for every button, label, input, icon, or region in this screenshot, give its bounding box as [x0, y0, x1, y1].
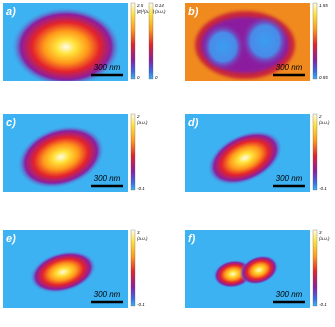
- scale-bar-label: 300 nm: [94, 290, 121, 299]
- heatmap: [3, 230, 128, 308]
- scale-bar-label: 300 nm: [276, 290, 303, 299]
- colorbar-bottom: -0.1: [319, 302, 327, 307]
- panel-label: f): [188, 233, 196, 245]
- colorbar: [130, 2, 136, 80]
- panel-label: a): [6, 6, 16, 18]
- panel-label: d): [188, 117, 199, 129]
- scale-bar-label: 300 nm: [276, 63, 303, 72]
- colorbar-top: 2: [318, 114, 322, 119]
- colorbar: [148, 2, 154, 80]
- colorbar-unit: (a.u.): [137, 236, 148, 241]
- panel-label: b): [188, 6, 199, 18]
- colorbar: [312, 229, 318, 307]
- colorbar-top: 2.5: [136, 3, 144, 8]
- blob: [17, 125, 105, 189]
- blob: [29, 250, 97, 294]
- colorbar-bottom: -0.1: [137, 302, 145, 307]
- scale-bar-label: 300 nm: [94, 174, 121, 183]
- blob: [11, 7, 121, 81]
- heatmap: [185, 114, 310, 192]
- blob: [207, 130, 283, 186]
- heatmap: [3, 3, 128, 81]
- panel-label: e): [6, 233, 16, 245]
- panel: c) 300 nm 2(a.u.) -0.1: [3, 113, 148, 192]
- panel: e) 300 nm 3(a.u.) -0.1: [3, 229, 148, 308]
- colorbar-top: 3: [319, 230, 322, 235]
- blob: [201, 23, 245, 71]
- colorbar: [130, 113, 136, 191]
- colorbar-unit: (a.u.): [319, 120, 330, 125]
- scale-bar-label: 300 nm: [94, 63, 121, 72]
- heatmap: [185, 230, 310, 308]
- panel: f) 300 nm 3(a.u.) -0.1: [185, 229, 330, 308]
- colorbar-bottom: -0.1: [137, 186, 145, 191]
- colorbar-bottom: 0.55: [319, 75, 328, 80]
- colorbar-bottom: 0: [155, 75, 158, 80]
- panel-label: c): [6, 117, 16, 129]
- heatmap: [3, 114, 128, 192]
- colorbar: [312, 113, 318, 191]
- colorbar: [312, 2, 318, 80]
- colorbar-unit: |E|²(a.u.): [137, 9, 155, 14]
- blob: [239, 255, 279, 285]
- panel: a) 300 nm 2.5|E|²(a.u.) 0 0.14(a.u.) 0: [3, 2, 166, 81]
- colorbar-bottom: 0: [137, 75, 140, 80]
- colorbar-unit: (a.u.): [319, 236, 330, 241]
- colorbar-unit: (a.u.): [155, 9, 166, 14]
- colorbar-top: 1.55: [319, 3, 328, 8]
- colorbar: [130, 229, 136, 307]
- heatmap: [185, 3, 310, 81]
- scale-bar-label: 300 nm: [276, 174, 303, 183]
- colorbar-top: 2: [136, 114, 140, 119]
- panel: d) 300 nm 2(a.u.) -0.1: [185, 113, 330, 192]
- colorbar-top: 3: [137, 230, 140, 235]
- panel: b) 300 nm 1.55 0.55: [185, 2, 328, 81]
- blob: [241, 15, 289, 67]
- colorbar-bottom: -0.1: [319, 186, 327, 191]
- colorbar-unit: (a.u.): [137, 120, 148, 125]
- colorbar-top: 0.14: [155, 3, 164, 8]
